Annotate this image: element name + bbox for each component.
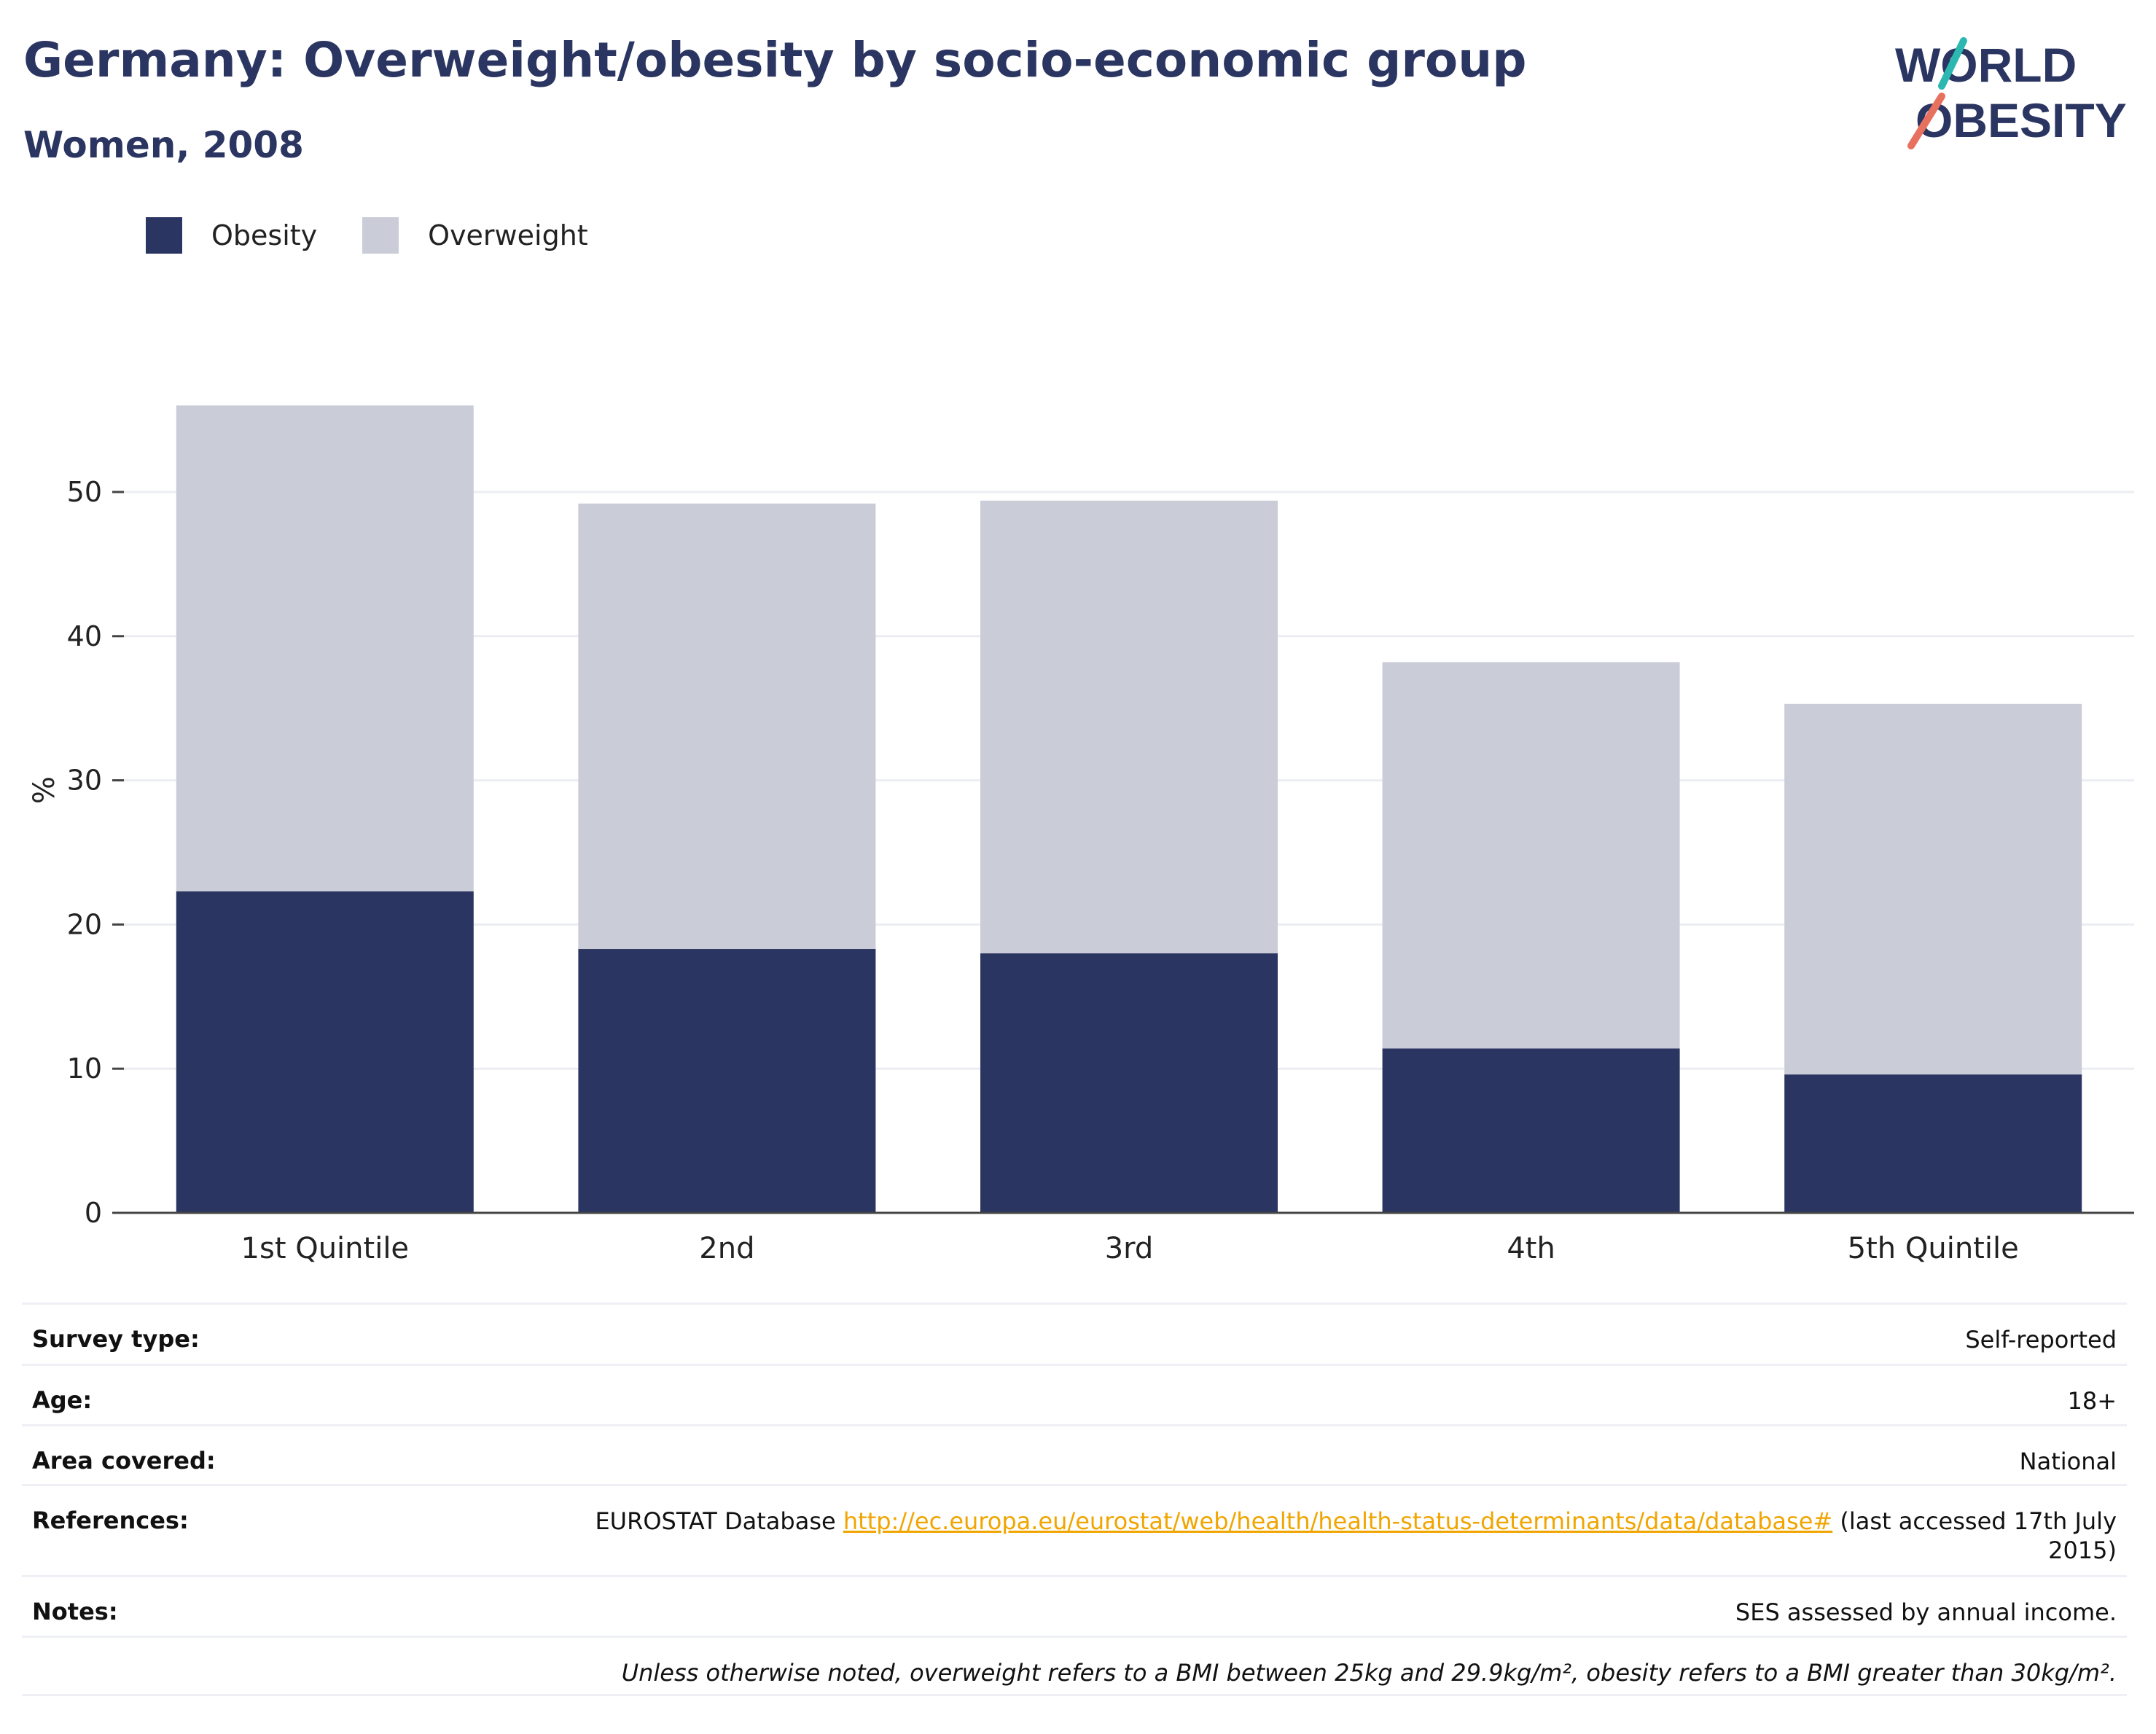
chart-legend: Obesity Overweight [146, 217, 633, 254]
bar-obesity-3 [980, 953, 1278, 1213]
notes-label: Notes: [32, 1598, 118, 1625]
logo-text-obesity: OBESITY [1915, 93, 2127, 147]
references-label: References: [32, 1507, 189, 1534]
bar-obesity-5 [1784, 1074, 2082, 1213]
y-tick-label-10: 10 [67, 1052, 102, 1085]
references-suffix: (last accessed 17th July 2015) [1840, 1507, 2117, 1564]
age-label: Age: [32, 1386, 93, 1414]
logo-text-world: WORLD [1895, 38, 2077, 92]
legend-swatch-obesity [146, 217, 182, 254]
y-tick-label-0: 0 [85, 1197, 102, 1229]
bar-overweight-2 [578, 503, 876, 950]
info-row-age: Age: 18+ [22, 1364, 2127, 1424]
notes-value: SES assessed by annual income. [1735, 1598, 2117, 1626]
info-row-area: Area covered: National [22, 1424, 2127, 1484]
x-tick-label-5: 5th Quintile [1848, 1232, 2019, 1265]
bar-obesity-4 [1382, 1048, 1680, 1213]
logo-teal-slash [1938, 37, 1967, 90]
info-row-disclaimer: Unless otherwise noted, overweight refer… [22, 1636, 2127, 1696]
area-value: National [2019, 1448, 2117, 1475]
chart-title: Germany: Overweight/obesity by socio-eco… [23, 32, 1527, 88]
bar-overweight-5 [1784, 703, 2082, 1075]
y-tick-label-40: 40 [67, 620, 102, 652]
legend-item-obesity[interactable]: Obesity [146, 217, 317, 254]
survey-type-label: Survey type: [32, 1325, 200, 1353]
info-row-survey-type: Survey type: Self-reported [22, 1303, 2127, 1364]
x-tick-label-1: 1st Quintile [241, 1232, 410, 1265]
bar-overweight-3 [980, 500, 1278, 953]
bar-chart: 0 10 20 30 40 50% 1st Quintile 2nd 3rd 4th 5th Qui… [28, 405, 2134, 1265]
survey-info-table: Survey type: Self-reported Age: 18+ Area… [22, 1303, 2127, 1696]
legend-item-overweight[interactable]: Overweight [362, 217, 588, 254]
legend-label-obesity: Obesity [211, 219, 318, 251]
references-prefix: EUROSTAT Database [595, 1507, 836, 1535]
x-tick-label-2: 2nd [699, 1232, 754, 1265]
bar-overweight-4 [1382, 662, 1680, 1049]
references-value: EUROSTAT Database http://ec.europa.eu/eu… [586, 1507, 2117, 1565]
info-row-notes: Notes: SES assessed by annual income. [22, 1575, 2127, 1636]
eurostat-link[interactable]: http://ec.europa.eu/eurostat/web/health/… [843, 1507, 1833, 1535]
bmi-disclaimer: Unless otherwise noted, overweight refer… [621, 1659, 2117, 1687]
bar-obesity-1 [176, 891, 474, 1213]
legend-swatch-overweight [362, 217, 399, 254]
y-tick-label-30: 30 [67, 765, 102, 797]
info-row-references: References: EUROSTAT Database http://ec.… [22, 1484, 2127, 1575]
logo-coral-slash [1907, 93, 1945, 149]
y-tick-label-20: 20 [67, 908, 102, 940]
y-axis-label: % [28, 776, 61, 804]
age-value: 18+ [2067, 1387, 2117, 1415]
y-tick-label-50: 50 [67, 476, 102, 508]
chart-subtitle: Women, 2008 [23, 124, 304, 166]
x-tick-label-3: 3rd [1105, 1232, 1154, 1265]
x-tick-label-4: 4th [1507, 1232, 1555, 1265]
area-label: Area covered: [32, 1447, 216, 1475]
world-obesity-logo: WORLD OBESITY [1895, 37, 2127, 149]
legend-label-overweight: Overweight [428, 219, 588, 251]
bar-overweight-1 [176, 405, 474, 891]
survey-type-value: Self-reported [1965, 1326, 2117, 1354]
bar-obesity-2 [578, 949, 876, 1213]
